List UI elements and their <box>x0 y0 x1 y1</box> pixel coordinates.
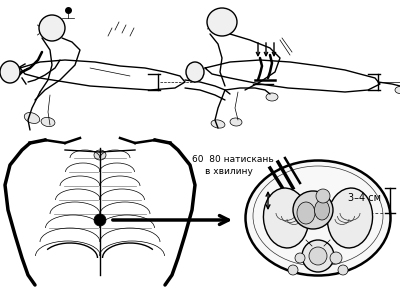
Ellipse shape <box>211 120 225 128</box>
Text: 60  80 натискань: 60 80 натискань <box>192 155 274 164</box>
Ellipse shape <box>230 118 242 126</box>
Text: 3–4 см: 3–4 см <box>348 193 381 203</box>
Circle shape <box>302 240 334 272</box>
Circle shape <box>338 265 348 275</box>
Ellipse shape <box>94 150 106 160</box>
Ellipse shape <box>0 61 20 83</box>
Ellipse shape <box>207 8 237 36</box>
Ellipse shape <box>293 191 333 229</box>
Ellipse shape <box>264 188 308 248</box>
Ellipse shape <box>186 62 204 82</box>
Ellipse shape <box>41 117 55 127</box>
Ellipse shape <box>314 200 330 220</box>
Ellipse shape <box>246 160 390 276</box>
Ellipse shape <box>24 113 40 123</box>
Ellipse shape <box>39 15 65 41</box>
Circle shape <box>309 247 327 265</box>
Circle shape <box>316 189 330 203</box>
Circle shape <box>330 252 342 264</box>
Text: в хвилину: в хвилину <box>205 167 253 176</box>
Ellipse shape <box>395 86 400 94</box>
Circle shape <box>295 253 305 263</box>
Ellipse shape <box>266 93 278 101</box>
Ellipse shape <box>328 188 372 248</box>
Ellipse shape <box>297 202 315 224</box>
Circle shape <box>288 265 298 275</box>
Circle shape <box>94 214 106 226</box>
